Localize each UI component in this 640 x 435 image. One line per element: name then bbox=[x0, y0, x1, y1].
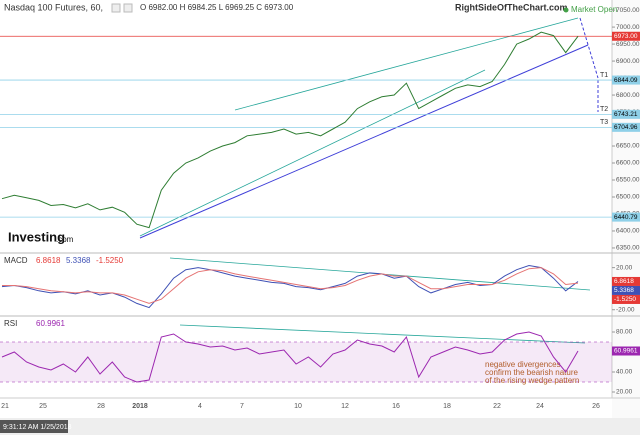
y-tick-label: 80.00 bbox=[616, 329, 633, 336]
annotation: negative divergences bbox=[485, 360, 561, 369]
x-tick-label: 18 bbox=[443, 403, 451, 410]
readout-tag-label: 6.8618 bbox=[614, 278, 634, 285]
readout: 60.9961 bbox=[36, 319, 65, 328]
x-tick-label: 7 bbox=[240, 403, 244, 410]
brand-suffix: .com bbox=[56, 235, 74, 244]
y-tick-label: 6600.00 bbox=[616, 160, 640, 167]
band bbox=[0, 342, 612, 382]
y-tick-label: 6950.00 bbox=[616, 41, 640, 48]
level-name: T2 bbox=[600, 106, 608, 113]
level-label: 6973.00 bbox=[614, 33, 638, 40]
level-name: T1 bbox=[600, 72, 608, 79]
readout-tag bbox=[612, 285, 640, 295]
trendline bbox=[234, 17, 579, 111]
footer: 9:31:12 AM 1/25/2018 bbox=[3, 424, 72, 431]
y-tick-label: 6400.00 bbox=[616, 228, 640, 235]
x-tick-label: 21 bbox=[1, 403, 9, 410]
level-label: 6844.09 bbox=[614, 77, 638, 84]
y-tick-label: 6800.00 bbox=[616, 92, 640, 99]
site: RightSideOfTheChart.com bbox=[455, 2, 568, 12]
status: Market Open bbox=[571, 5, 617, 14]
y-tick-label: 40.00 bbox=[616, 369, 633, 376]
x-tick-label: 10 bbox=[294, 403, 302, 410]
chart-title: Nasdaq 100 Futures, 60, bbox=[4, 2, 103, 12]
level-label: 6743.21 bbox=[614, 111, 638, 118]
divergence-line bbox=[179, 324, 586, 344]
projection bbox=[579, 17, 599, 79]
x-tick-label: 4 bbox=[198, 403, 202, 410]
y-tick-label: 6550.00 bbox=[616, 177, 640, 184]
brand: Investing bbox=[8, 229, 65, 244]
x-tick-label: 22 bbox=[493, 403, 501, 410]
series-line bbox=[1, 331, 579, 383]
y-tick-label: 20.00 bbox=[616, 389, 633, 396]
readout-tag-label: 60.9961 bbox=[614, 348, 638, 355]
panel-title: RSI bbox=[4, 319, 17, 328]
trendline bbox=[139, 44, 589, 239]
series-line bbox=[2, 267, 579, 304]
y-tick-label: 6900.00 bbox=[616, 58, 640, 65]
footer-clock bbox=[0, 420, 68, 433]
readout: -1.5250 bbox=[96, 256, 124, 265]
level-tag bbox=[612, 122, 640, 132]
level-tag bbox=[612, 212, 640, 222]
readout: 6.8618 bbox=[36, 256, 61, 265]
series-line bbox=[1, 264, 579, 309]
ohlc: O 6982.00 H 6984.25 L 6969.25 C 6973.00 bbox=[140, 3, 294, 12]
panel-title: MACD bbox=[4, 256, 28, 265]
readout-tag bbox=[612, 346, 640, 356]
trendline bbox=[139, 69, 486, 237]
annotation: confirm the bearish nature bbox=[485, 368, 578, 377]
readout: 5.3368 bbox=[66, 256, 91, 265]
icon[interactable] bbox=[111, 3, 121, 13]
y-tick-label: 20.00 bbox=[616, 264, 633, 271]
level-name: T3 bbox=[600, 119, 608, 126]
y-tick-label: 6500.00 bbox=[616, 194, 640, 201]
y-tick-label: 7000.00 bbox=[616, 24, 640, 31]
footer-bar bbox=[0, 418, 640, 435]
status-dot bbox=[563, 7, 569, 13]
y-tick-label: 6650.00 bbox=[616, 143, 640, 150]
readout-tag bbox=[612, 294, 640, 304]
readout-tag-label: -1.5250 bbox=[614, 296, 636, 303]
level-label: 6704.96 bbox=[614, 124, 638, 131]
level-tag bbox=[612, 109, 640, 119]
readout-tag bbox=[612, 276, 640, 286]
annotation: of the rising wedge pattern bbox=[485, 376, 579, 385]
x-tick-label: 25 bbox=[39, 403, 47, 410]
series-line bbox=[1, 31, 579, 229]
level-tag bbox=[612, 31, 640, 41]
readout-tag-label: 5.3368 bbox=[614, 287, 634, 294]
level-tag bbox=[612, 75, 640, 85]
x-tick-label: 2018 bbox=[132, 403, 148, 410]
icon[interactable] bbox=[123, 3, 133, 13]
x-tick-label: 28 bbox=[97, 403, 105, 410]
x-tick-label: 16 bbox=[392, 403, 400, 410]
y-tick-label: -20.00 bbox=[616, 306, 635, 313]
y-tick-label: 7050.00 bbox=[616, 7, 640, 14]
x-tick-label: 24 bbox=[536, 403, 544, 410]
y-tick-label: 6350.00 bbox=[616, 245, 640, 252]
x-tick-label: 26 bbox=[592, 403, 600, 410]
level-label: 6440.79 bbox=[614, 214, 638, 221]
x-tick-label: 12 bbox=[341, 403, 349, 410]
